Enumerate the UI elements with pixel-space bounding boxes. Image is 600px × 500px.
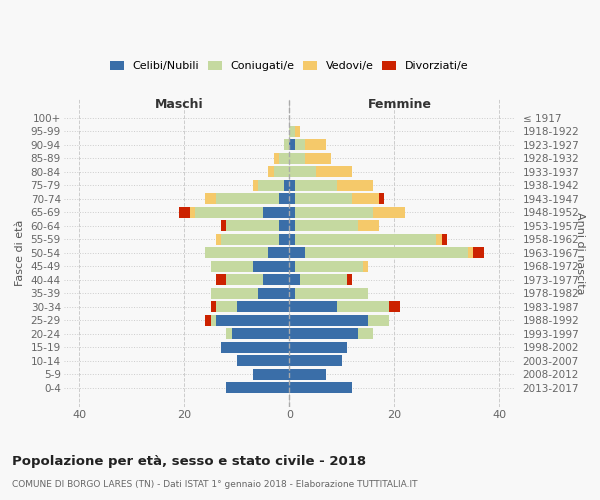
- Bar: [289, 126, 295, 136]
- Bar: [295, 207, 373, 218]
- Bar: [295, 126, 300, 136]
- Bar: [253, 369, 289, 380]
- Bar: [289, 166, 316, 177]
- Bar: [258, 180, 284, 190]
- Bar: [289, 207, 295, 218]
- Bar: [305, 140, 326, 150]
- Bar: [216, 302, 237, 312]
- Bar: [216, 234, 221, 244]
- Bar: [358, 328, 373, 339]
- Bar: [279, 153, 289, 164]
- Text: Popolazione per età, sesso e stato civile - 2018: Popolazione per età, sesso e stato civil…: [12, 455, 366, 468]
- Text: Femmine: Femmine: [368, 98, 431, 111]
- Bar: [295, 180, 337, 190]
- Bar: [289, 382, 352, 393]
- Bar: [305, 248, 468, 258]
- Bar: [211, 302, 216, 312]
- Bar: [195, 207, 263, 218]
- Bar: [279, 220, 289, 231]
- Bar: [205, 248, 268, 258]
- Bar: [289, 234, 295, 244]
- Bar: [289, 153, 305, 164]
- Bar: [284, 180, 289, 190]
- Bar: [284, 140, 289, 150]
- Bar: [237, 356, 289, 366]
- Bar: [226, 328, 232, 339]
- Bar: [473, 248, 484, 258]
- Bar: [289, 261, 295, 272]
- Bar: [289, 315, 368, 326]
- Bar: [216, 194, 279, 204]
- Bar: [179, 207, 190, 218]
- Bar: [295, 194, 352, 204]
- Bar: [211, 315, 216, 326]
- Bar: [442, 234, 447, 244]
- Bar: [379, 194, 384, 204]
- Text: Maschi: Maschi: [155, 98, 203, 111]
- Bar: [436, 234, 442, 244]
- Bar: [263, 207, 289, 218]
- Bar: [295, 140, 305, 150]
- Bar: [300, 274, 347, 285]
- Bar: [274, 153, 279, 164]
- Legend: Celibi/Nubili, Coniugati/e, Vedovi/e, Divorziati/e: Celibi/Nubili, Coniugati/e, Vedovi/e, Di…: [110, 60, 468, 71]
- Bar: [289, 328, 358, 339]
- Bar: [268, 166, 274, 177]
- Bar: [279, 234, 289, 244]
- Bar: [347, 274, 352, 285]
- Bar: [305, 153, 331, 164]
- Bar: [263, 274, 289, 285]
- Bar: [289, 274, 300, 285]
- Bar: [211, 288, 258, 298]
- Bar: [205, 315, 211, 326]
- Bar: [274, 166, 289, 177]
- Bar: [289, 140, 295, 150]
- Bar: [295, 220, 358, 231]
- Bar: [289, 220, 295, 231]
- Bar: [289, 180, 295, 190]
- Bar: [205, 194, 216, 204]
- Bar: [190, 207, 195, 218]
- Bar: [337, 302, 389, 312]
- Bar: [289, 194, 295, 204]
- Bar: [221, 234, 279, 244]
- Bar: [211, 261, 253, 272]
- Bar: [221, 342, 289, 352]
- Bar: [253, 180, 258, 190]
- Y-axis label: Fasce di età: Fasce di età: [15, 220, 25, 286]
- Bar: [295, 261, 363, 272]
- Bar: [337, 180, 373, 190]
- Bar: [226, 382, 289, 393]
- Bar: [289, 248, 305, 258]
- Bar: [368, 315, 389, 326]
- Bar: [363, 261, 368, 272]
- Bar: [216, 274, 226, 285]
- Bar: [289, 356, 342, 366]
- Bar: [226, 274, 263, 285]
- Bar: [289, 288, 295, 298]
- Bar: [221, 220, 226, 231]
- Bar: [289, 369, 326, 380]
- Bar: [253, 261, 289, 272]
- Y-axis label: Anni di nascita: Anni di nascita: [575, 212, 585, 294]
- Bar: [295, 234, 436, 244]
- Bar: [226, 220, 279, 231]
- Bar: [373, 207, 405, 218]
- Bar: [295, 288, 368, 298]
- Bar: [352, 194, 379, 204]
- Bar: [216, 315, 289, 326]
- Bar: [316, 166, 352, 177]
- Bar: [237, 302, 289, 312]
- Bar: [358, 220, 379, 231]
- Bar: [268, 248, 289, 258]
- Bar: [279, 194, 289, 204]
- Bar: [468, 248, 473, 258]
- Bar: [289, 302, 337, 312]
- Bar: [232, 328, 289, 339]
- Bar: [289, 342, 347, 352]
- Bar: [258, 288, 289, 298]
- Text: COMUNE DI BORGO LARES (TN) - Dati ISTAT 1° gennaio 2018 - Elaborazione TUTTITALI: COMUNE DI BORGO LARES (TN) - Dati ISTAT …: [12, 480, 418, 489]
- Bar: [389, 302, 400, 312]
